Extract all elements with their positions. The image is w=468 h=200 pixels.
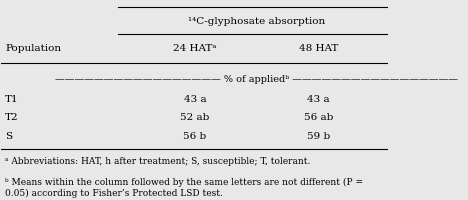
Text: S: S xyxy=(5,132,12,141)
Text: ¹⁴C-glyphosate absorption: ¹⁴C-glyphosate absorption xyxy=(188,17,325,26)
Text: 43 a: 43 a xyxy=(183,95,206,104)
Text: 48 HAT: 48 HAT xyxy=(299,44,338,53)
Text: 24 HATᵃ: 24 HATᵃ xyxy=(173,44,217,53)
Text: 52 ab: 52 ab xyxy=(180,113,210,122)
Text: 59 b: 59 b xyxy=(307,132,330,141)
Text: ᵇ Means within the column followed by the same letters are not different (P =
0.: ᵇ Means within the column followed by th… xyxy=(5,178,363,198)
Text: T2: T2 xyxy=(5,113,19,122)
Text: ᵃ Abbreviations: HAT, h after treatment; S, susceptible; T, tolerant.: ᵃ Abbreviations: HAT, h after treatment;… xyxy=(5,157,311,166)
Text: T1: T1 xyxy=(5,95,19,104)
Text: Population: Population xyxy=(5,44,61,53)
Text: 56 b: 56 b xyxy=(183,132,206,141)
Text: 43 a: 43 a xyxy=(307,95,330,104)
Text: 56 ab: 56 ab xyxy=(304,113,333,122)
Text: ————————————————— % of appliedᵇ —————————————————: ————————————————— % of appliedᵇ ————————… xyxy=(55,75,458,84)
